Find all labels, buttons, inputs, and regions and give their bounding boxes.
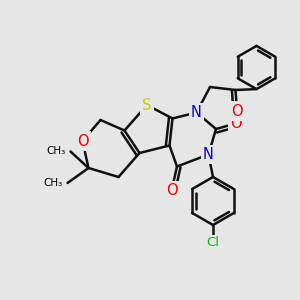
Text: O: O	[77, 134, 88, 148]
Text: O: O	[166, 183, 177, 198]
Text: O: O	[230, 116, 241, 131]
Text: N: N	[203, 147, 214, 162]
Text: S: S	[142, 98, 152, 112]
Text: O: O	[231, 103, 243, 118]
Text: CH₃: CH₃	[44, 178, 63, 188]
Text: CH₃: CH₃	[47, 146, 66, 157]
Text: Cl: Cl	[206, 236, 220, 250]
Text: N: N	[191, 105, 202, 120]
